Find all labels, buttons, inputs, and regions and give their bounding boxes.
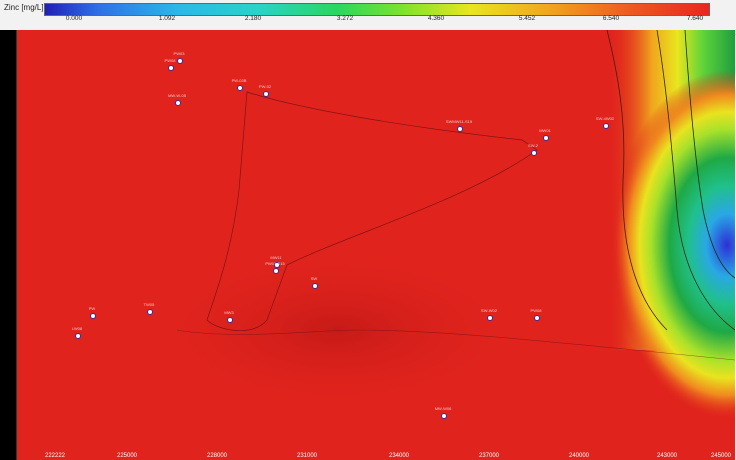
legend-tick: 2.180	[244, 15, 262, 22]
x-axis-tick: 225000	[116, 453, 138, 459]
x-axis-tick: 231000	[296, 453, 318, 459]
well-label: MW-W06	[434, 406, 452, 411]
well-point-icon	[168, 65, 174, 71]
well-label: SW	[310, 276, 318, 281]
concentration-plume	[612, 70, 735, 420]
x-axis-tick: 228000	[206, 453, 228, 459]
contour-line	[684, 30, 735, 279]
well-point-icon	[312, 283, 318, 289]
contour-line	[656, 30, 735, 331]
well-label: PW08	[164, 58, 176, 63]
well-label: LW08	[71, 326, 83, 331]
x-axis-tick: 240000	[568, 453, 590, 459]
contour-map[interactable]: 222222 225000 228000 231000 234000 23700…	[16, 30, 735, 460]
well-point-icon	[237, 85, 243, 91]
well-label: PW03	[173, 51, 185, 56]
x-axis-tick: 237000	[478, 453, 500, 459]
well-label: PW	[88, 306, 96, 311]
well-label: MW01	[539, 128, 551, 133]
contour-line	[606, 30, 668, 331]
well-point-icon	[534, 315, 540, 321]
legend-title: Zinc [mg/L]	[4, 3, 44, 12]
x-axis-tick: 243000	[656, 453, 678, 459]
well-label: SW-W02	[481, 308, 497, 313]
well-point-icon	[543, 135, 549, 141]
well-point-icon	[273, 268, 279, 274]
well-point-icon	[531, 150, 537, 156]
contour-line	[176, 329, 735, 361]
well-point-icon	[441, 413, 447, 419]
legend-tick: 7.640	[686, 15, 704, 22]
well-label: SW-4W02	[595, 116, 615, 121]
well-label: MW3	[224, 310, 234, 315]
x-axis-tick: 222222	[44, 453, 66, 459]
well-label: SWMW11-S15	[445, 119, 473, 124]
color-legend: Zinc [mg/L] 0.000 1.092 2.180 3.272 4.36…	[0, 0, 736, 35]
x-axis-tick: 234000	[388, 453, 410, 459]
well-label: MW11	[270, 255, 282, 260]
x-axis-tick: 245000	[710, 453, 732, 459]
contour-line	[206, 91, 538, 332]
well-point-icon	[90, 313, 96, 319]
legend-tick: 5.452	[518, 15, 536, 22]
legend-color-ramp	[44, 3, 710, 16]
well-point-icon	[227, 317, 233, 323]
legend-tick: 6.540	[602, 15, 620, 22]
legend-tick: 1.092	[158, 15, 176, 22]
legend-tick: 4.360	[427, 15, 445, 22]
well-point-icon	[603, 123, 609, 129]
well-point-icon	[274, 262, 280, 268]
legend-tick: 3.272	[336, 15, 354, 22]
well-point-icon	[147, 309, 153, 315]
well-point-icon	[487, 315, 493, 321]
well-label: MW-W-05	[168, 93, 186, 98]
well-label: PW-03B	[231, 78, 247, 83]
well-label: PW01-S15	[265, 261, 285, 266]
well-point-icon	[75, 333, 81, 339]
well-label: SW-2	[528, 143, 538, 148]
y-axis-strip: 1070000 1068000 1065000 1062000 1058000 …	[0, 30, 16, 460]
legend-tick: 0.000	[65, 15, 83, 22]
contour-surface	[17, 30, 735, 460]
well-point-icon	[457, 126, 463, 132]
concentration-low-zone	[147, 250, 527, 410]
well-point-icon	[263, 91, 269, 97]
well-point-icon	[177, 58, 183, 64]
well-label: TW05	[143, 302, 155, 307]
well-label: PW-02	[258, 84, 272, 89]
well-point-icon	[175, 100, 181, 106]
well-label: PW08	[530, 308, 542, 313]
